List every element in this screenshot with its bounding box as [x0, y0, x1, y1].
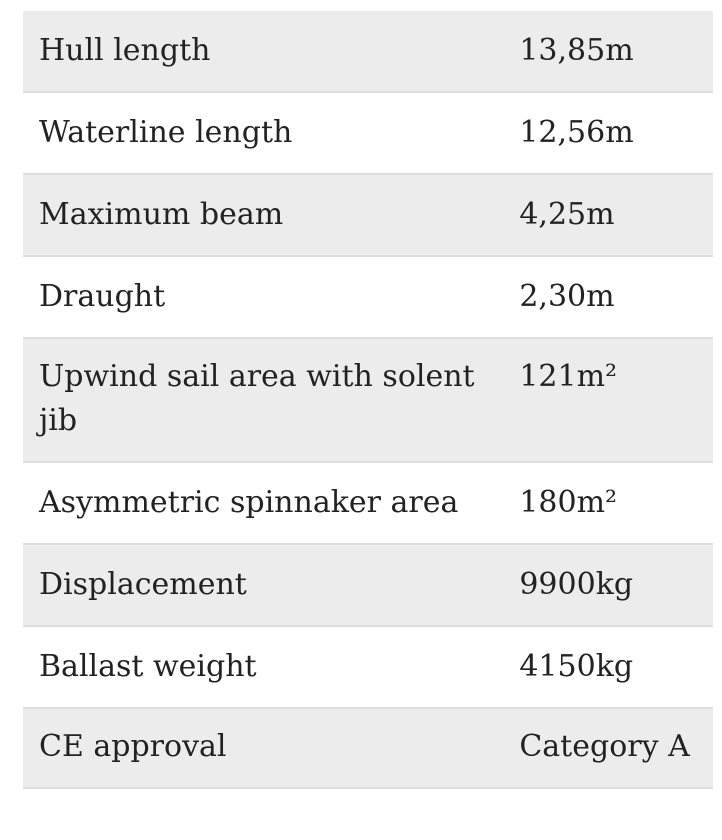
spec-label: Hull length [39, 33, 211, 68]
table-row: Ballast weight 4150kg [23, 626, 713, 708]
spec-label: Displacement [39, 567, 247, 602]
spec-value: 12,56m [519, 115, 634, 150]
spec-label: CE approval [39, 729, 227, 764]
table-row: Upwind sail area with solent jib 121m² [23, 338, 713, 462]
spec-value: 13,85m [519, 33, 634, 68]
table-row: Draught 2,30m [23, 256, 713, 338]
spec-value: 121m² [519, 359, 618, 394]
spec-label: Upwind sail area with solent jib [39, 359, 475, 438]
spec-value: 4,25m [519, 197, 615, 232]
spec-value: 9900kg [519, 567, 634, 602]
table-row: Displacement 9900kg [23, 544, 713, 626]
spec-label: Maximum beam [39, 197, 284, 232]
spec-label: Ballast weight [39, 649, 257, 684]
spec-label: Draught [39, 279, 166, 314]
table-row: Asymmetric spinnaker area 180m² [23, 462, 713, 544]
table-row: Waterline length 12,56m [23, 92, 713, 174]
spec-value: 2,30m [519, 279, 615, 314]
specifications-table: Hull length 13,85m Waterline length 12,5… [23, 11, 713, 789]
spec-label: Waterline length [39, 115, 293, 150]
table-row: Hull length 13,85m [23, 11, 713, 92]
spec-value: Category A [519, 729, 690, 764]
table-row: CE approval Category A [23, 708, 713, 788]
spec-label: Asymmetric spinnaker area [39, 485, 459, 520]
spec-value: 180m² [519, 485, 618, 520]
spec-value: 4150kg [519, 649, 634, 684]
table-row: Maximum beam 4,25m [23, 174, 713, 256]
